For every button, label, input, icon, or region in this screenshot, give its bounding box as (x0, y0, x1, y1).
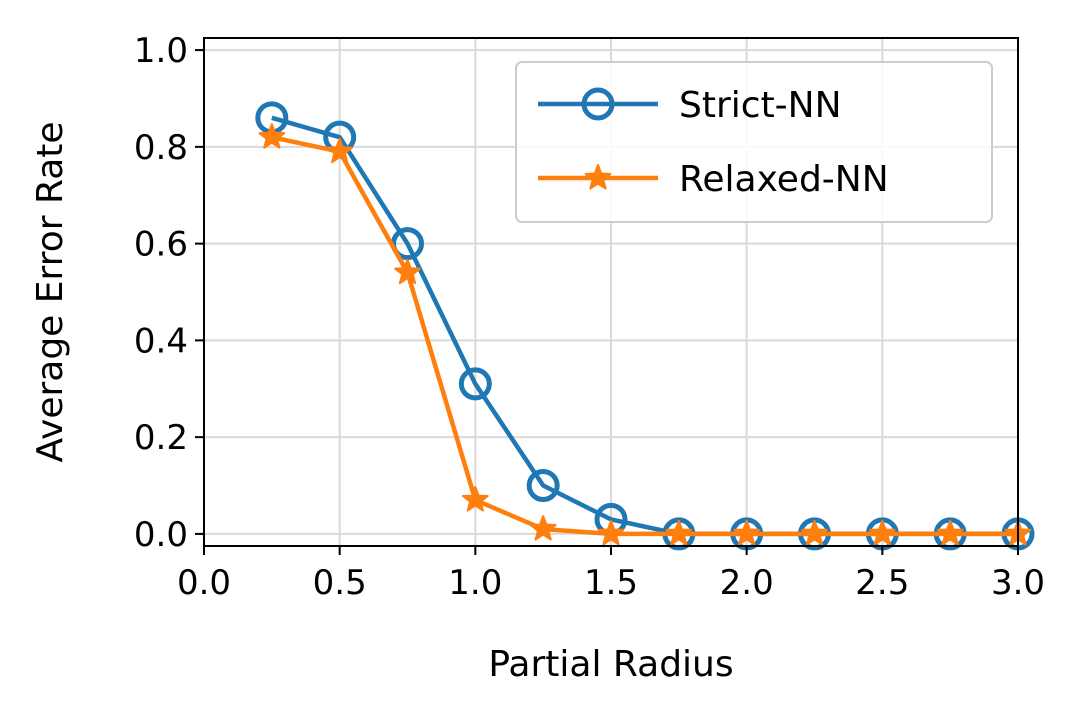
x-tick-label: 2.0 (720, 563, 774, 603)
legend-marker (584, 164, 612, 190)
x-tick-label: 3.0 (991, 563, 1045, 603)
y-tick-label: 0.4 (134, 321, 188, 361)
legend-item: Strict-NN (538, 85, 842, 126)
data-point (597, 519, 625, 546)
data-point (526, 469, 560, 503)
data-point (733, 519, 761, 546)
data-point (529, 515, 557, 541)
legend: Strict-NN Relaxed-NN (515, 61, 993, 223)
x-tick-label: 0.5 (313, 563, 367, 603)
y-tick-label: 0.8 (134, 128, 188, 168)
data-point (801, 519, 828, 546)
y-tick-label: 0.6 (134, 225, 188, 265)
data-point (258, 123, 286, 149)
legend-item: Relaxed-NN (538, 159, 889, 200)
x-tick-label: 1.5 (584, 563, 638, 603)
y-tick-label: 0.2 (134, 418, 188, 458)
data-point (326, 137, 354, 164)
data-point (458, 367, 492, 401)
x-axis-title: Partial Radius (488, 644, 733, 685)
legend-marker (581, 87, 615, 121)
data-point (936, 519, 964, 546)
data-point (665, 519, 693, 546)
x-tick-label: 2.5 (855, 563, 909, 603)
legend-label: Relaxed-NN (679, 159, 889, 200)
data-point (461, 486, 489, 512)
data-point (868, 519, 896, 546)
y-tick-label: 0.0 (134, 515, 188, 555)
data-point (394, 258, 421, 285)
series-line (271, 134, 1018, 537)
legend-label: Strict-NN (679, 85, 842, 126)
x-tick-label: 1.0 (448, 563, 502, 603)
y-axis-title: Average Error Rate (30, 121, 71, 462)
x-axis: 0.0 0.5 1.0 1.5 2.0 2.5 3.0 (177, 546, 1045, 603)
y-tick-label: 1.0 (134, 31, 188, 71)
x-tick-label: 0.0 (177, 563, 231, 603)
y-axis: 0.0 0.2 0.4 0.6 0.8 1.0 (134, 31, 204, 555)
